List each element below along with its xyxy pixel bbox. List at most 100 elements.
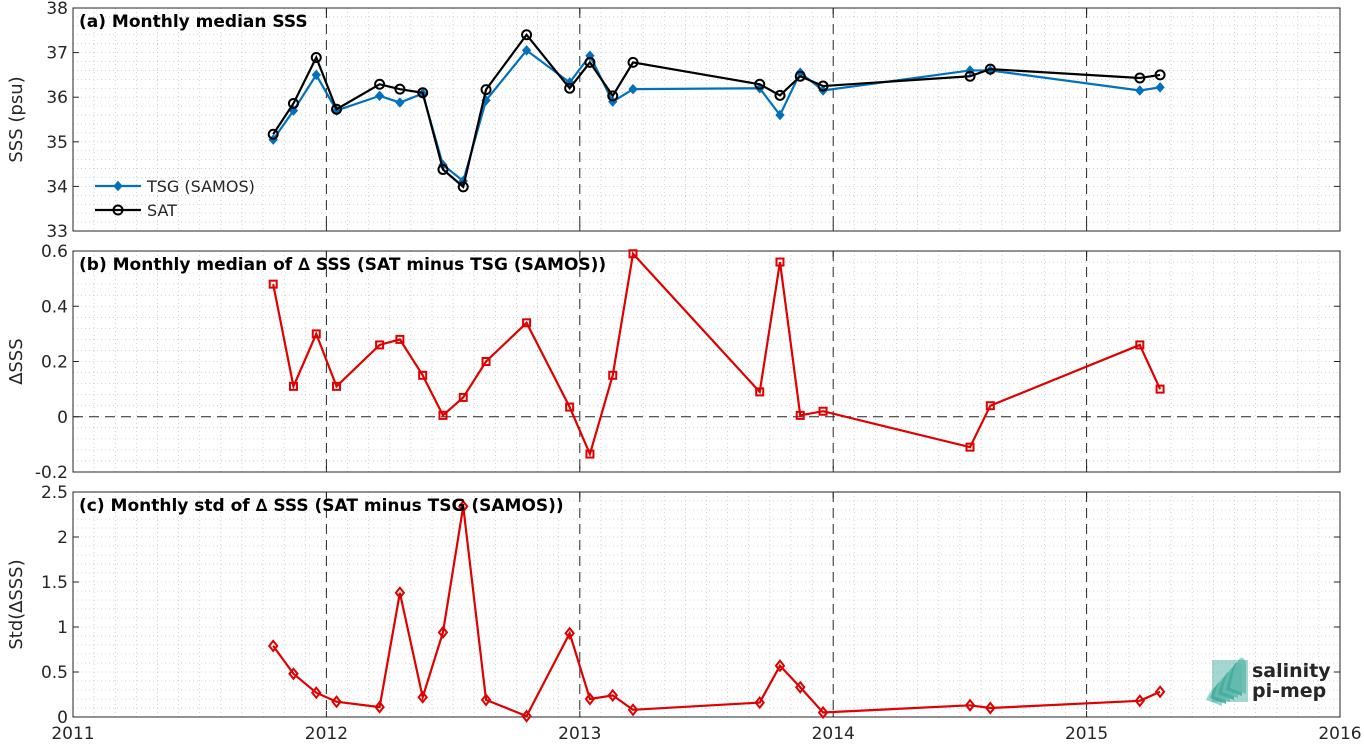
panel-b: -0.2 0 0.2 0.4 0.6 ∆SSS (b) Monthly median of … bbox=[6, 242, 1341, 483]
data-point bbox=[585, 449, 595, 459]
panel-title: (b) Monthly median of ∆ SSS (SAT minus T… bbox=[79, 255, 606, 275]
data-point bbox=[480, 84, 492, 96]
series-line bbox=[272, 32, 1161, 189]
x-tick-label: 2015 bbox=[1065, 724, 1108, 744]
data-point bbox=[627, 56, 639, 68]
data-point bbox=[288, 381, 298, 391]
data-point bbox=[794, 680, 806, 694]
series-line bbox=[272, 48, 1161, 183]
data-point bbox=[1134, 694, 1146, 708]
data-point bbox=[438, 410, 448, 420]
data-point bbox=[607, 90, 619, 102]
panel-title: (a) Monthly median SSS bbox=[79, 12, 308, 32]
data-point bbox=[755, 387, 765, 397]
y-tick-label: 2.5 bbox=[41, 483, 68, 503]
data-point bbox=[608, 370, 618, 380]
data-point bbox=[311, 69, 321, 81]
data-point bbox=[457, 181, 469, 193]
data-point bbox=[395, 97, 405, 108]
y-tick-label: 0 bbox=[57, 708, 68, 728]
series-sat bbox=[267, 29, 1166, 193]
data-point bbox=[331, 695, 342, 709]
data-point bbox=[754, 78, 766, 90]
panel-a: 33 34 35 36 37 38 SSS (psu) (a) Monthly median … bbox=[6, 0, 1341, 242]
data-point bbox=[480, 693, 492, 707]
data-point bbox=[817, 80, 829, 92]
legend-label: TSG (SAMOS) bbox=[146, 177, 255, 196]
data-point bbox=[1154, 685, 1166, 699]
y-tick-label: 33 bbox=[46, 222, 68, 242]
legend-marker bbox=[113, 180, 123, 192]
data-point bbox=[332, 381, 342, 391]
x-tick-label: 2013 bbox=[558, 724, 601, 744]
data-point bbox=[310, 52, 322, 64]
y-tick-label: 0.4 bbox=[41, 297, 68, 317]
data-point bbox=[458, 392, 468, 402]
data-point bbox=[267, 128, 279, 140]
data-point bbox=[1155, 82, 1165, 93]
series-line bbox=[272, 506, 1161, 718]
y-tick-label: 35 bbox=[46, 133, 68, 153]
panel-c: 0 0.5 1 1.5 2 2.5 2011 2012 2013 2014 2015 2016 Std(… bbox=[6, 483, 1362, 744]
minor-grid bbox=[73, 8, 1340, 231]
minor-grid bbox=[73, 251, 1340, 472]
legend-label: SAT bbox=[147, 201, 177, 220]
data-point bbox=[437, 163, 449, 175]
data-point bbox=[1134, 72, 1146, 84]
data-point bbox=[964, 70, 976, 82]
series-line bbox=[272, 251, 1162, 458]
x-tick-label: 2011 bbox=[51, 724, 94, 744]
legend: TSG (SAMOS) SAT bbox=[95, 177, 255, 220]
x-tick-label: 2012 bbox=[305, 724, 348, 744]
data-point bbox=[775, 257, 785, 267]
y-tick-label: -0.2 bbox=[35, 463, 68, 483]
data-point bbox=[521, 45, 532, 56]
y-axis-label: ∆SSS bbox=[6, 338, 27, 385]
data-point bbox=[331, 103, 343, 115]
data-point bbox=[521, 709, 532, 723]
logo-block-icon bbox=[1212, 660, 1248, 702]
data-point bbox=[1135, 85, 1145, 96]
data-point bbox=[627, 703, 639, 717]
logo-wave-icon bbox=[1230, 657, 1246, 694]
data-point bbox=[374, 78, 386, 90]
data-point bbox=[984, 63, 996, 75]
data-point bbox=[522, 318, 532, 328]
y-tick-label: 2 bbox=[57, 528, 68, 548]
data-point bbox=[1135, 340, 1145, 350]
y-tick-label: 36 bbox=[46, 88, 68, 108]
logo-text-pimep: pi-mep bbox=[1252, 680, 1326, 702]
data-point bbox=[374, 90, 385, 102]
y-tick-label: 1.5 bbox=[41, 573, 68, 593]
logo-text-salinity: salinity bbox=[1252, 660, 1331, 682]
data-point bbox=[375, 340, 385, 350]
data-point bbox=[564, 82, 576, 94]
data-point bbox=[374, 700, 385, 714]
data-point bbox=[288, 667, 299, 681]
data-point bbox=[628, 83, 638, 95]
y-tick-label: 0 bbox=[57, 408, 68, 428]
data-point bbox=[565, 402, 575, 412]
data-point bbox=[964, 698, 976, 712]
data-point bbox=[481, 357, 491, 366]
y-axis-label: SSS (psu) bbox=[6, 76, 27, 162]
data-point bbox=[287, 97, 299, 109]
data-point bbox=[1155, 384, 1165, 394]
data-point bbox=[774, 89, 786, 101]
axes-frame bbox=[72, 7, 1341, 232]
y-tick-label: 0.6 bbox=[41, 242, 68, 262]
data-point bbox=[417, 87, 429, 99]
data-point bbox=[457, 499, 469, 514]
x-tick-label: 2016 bbox=[1318, 724, 1361, 744]
data-point bbox=[817, 705, 829, 720]
data-point bbox=[607, 688, 619, 703]
data-point bbox=[564, 626, 575, 640]
axes-frame bbox=[72, 491, 1341, 718]
data-point bbox=[521, 29, 533, 41]
y-tick-label: 34 bbox=[46, 177, 68, 197]
x-tick-label: 2014 bbox=[812, 724, 855, 744]
data-point bbox=[311, 329, 321, 339]
y-axis-label: Std(∆SSS) bbox=[6, 559, 27, 649]
